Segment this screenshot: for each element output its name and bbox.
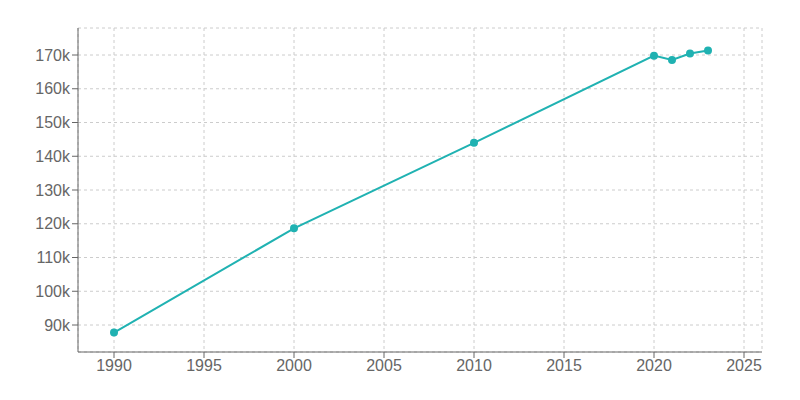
svg-text:2015: 2015 bbox=[546, 357, 582, 374]
svg-text:140k: 140k bbox=[35, 148, 71, 165]
svg-text:1995: 1995 bbox=[186, 357, 222, 374]
svg-text:170k: 170k bbox=[35, 47, 71, 64]
svg-text:2025: 2025 bbox=[726, 357, 762, 374]
svg-text:100k: 100k bbox=[35, 283, 71, 300]
svg-text:150k: 150k bbox=[35, 114, 71, 131]
svg-text:120k: 120k bbox=[35, 215, 71, 232]
svg-text:2000: 2000 bbox=[276, 357, 312, 374]
svg-text:90k: 90k bbox=[44, 317, 71, 334]
svg-text:2005: 2005 bbox=[366, 357, 402, 374]
svg-text:110k: 110k bbox=[36, 249, 71, 266]
svg-text:2010: 2010 bbox=[456, 357, 492, 374]
svg-text:130k: 130k bbox=[35, 182, 71, 199]
svg-text:2020: 2020 bbox=[636, 357, 672, 374]
svg-text:1990: 1990 bbox=[96, 357, 132, 374]
svg-text:160k: 160k bbox=[35, 80, 71, 97]
